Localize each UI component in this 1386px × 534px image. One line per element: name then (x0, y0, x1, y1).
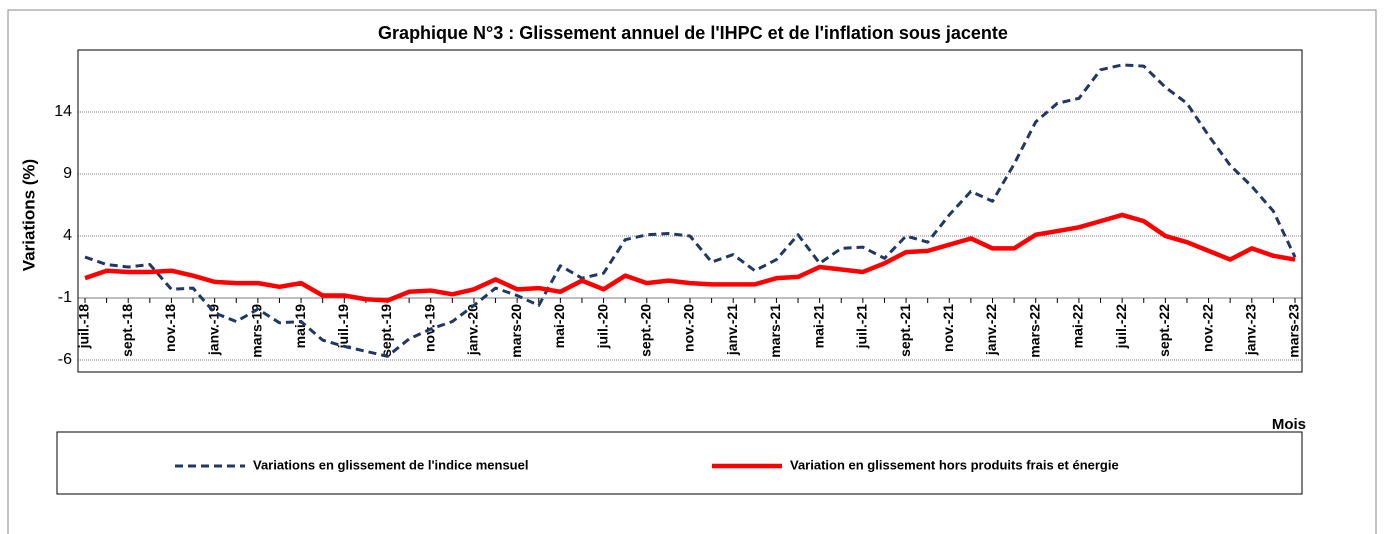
y-axis-title: Variations (%) (19, 159, 38, 271)
plot-area (77, 49, 1303, 373)
x-tick-label: sept.-18 (119, 304, 135, 357)
x-axis-title: Mois (1272, 416, 1306, 433)
x-tick-label: nov.-18 (162, 304, 178, 352)
x-tick-label: nov.-22 (1199, 304, 1215, 352)
x-tick-label: juil.-22 (1113, 304, 1129, 350)
x-tick-label: sept.-20 (637, 304, 653, 357)
x-tick-label: mai-20 (551, 304, 567, 349)
x-tick-label: juil.-20 (594, 304, 610, 350)
data-line (84, 63, 1297, 358)
x-tick-label: juil.-21 (854, 304, 870, 350)
x-tick-label: janv.-22 (983, 304, 999, 356)
x-tick-label: janv.-19 (205, 304, 221, 356)
data-line (84, 212, 1296, 303)
x-tick-label: janv.-21 (724, 304, 740, 356)
x-tick-label: nov.-19 (421, 304, 437, 352)
x-tick-label: sept.-21 (897, 304, 913, 357)
x-tick-label: juil.-19 (335, 304, 351, 350)
chart-title: Graphique N°3 : Glissement annuel de l'I… (378, 23, 1008, 43)
y-tick-label: 14 (54, 103, 72, 120)
y-tick-label: -6 (58, 351, 72, 368)
x-tick-label: mars-20 (508, 304, 524, 358)
x-tick-label: nov.-21 (940, 304, 956, 352)
legend-label: Variation en glissement hors produits fr… (790, 457, 1119, 472)
x-tick-label: mai-22 (1070, 304, 1086, 349)
y-tick-label: -1 (58, 289, 72, 306)
x-tick-label: mai-19 (292, 304, 308, 349)
legend-box (56, 431, 1303, 495)
x-tick-label: mai-21 (810, 304, 826, 349)
x-tick-label: nov.-20 (681, 304, 697, 352)
x-tick-label: sept.-22 (1156, 304, 1172, 357)
x-tick-label: mars-23 (1286, 304, 1302, 358)
x-tick-label: mars-21 (767, 304, 783, 358)
y-tick-label: 9 (63, 165, 72, 182)
x-tick-label: mars-19 (249, 304, 265, 358)
legend-label: Variations en glissement de l'indice men… (253, 457, 528, 472)
y-tick-label: 4 (63, 227, 72, 244)
x-tick-label: janv.-20 (465, 304, 481, 356)
x-tick-label: mars-22 (1026, 304, 1042, 358)
x-tick-label: janv.-23 (1242, 304, 1258, 356)
x-tick-label: juil.-18 (76, 304, 92, 350)
x-tick-label: sept.-19 (378, 304, 394, 357)
